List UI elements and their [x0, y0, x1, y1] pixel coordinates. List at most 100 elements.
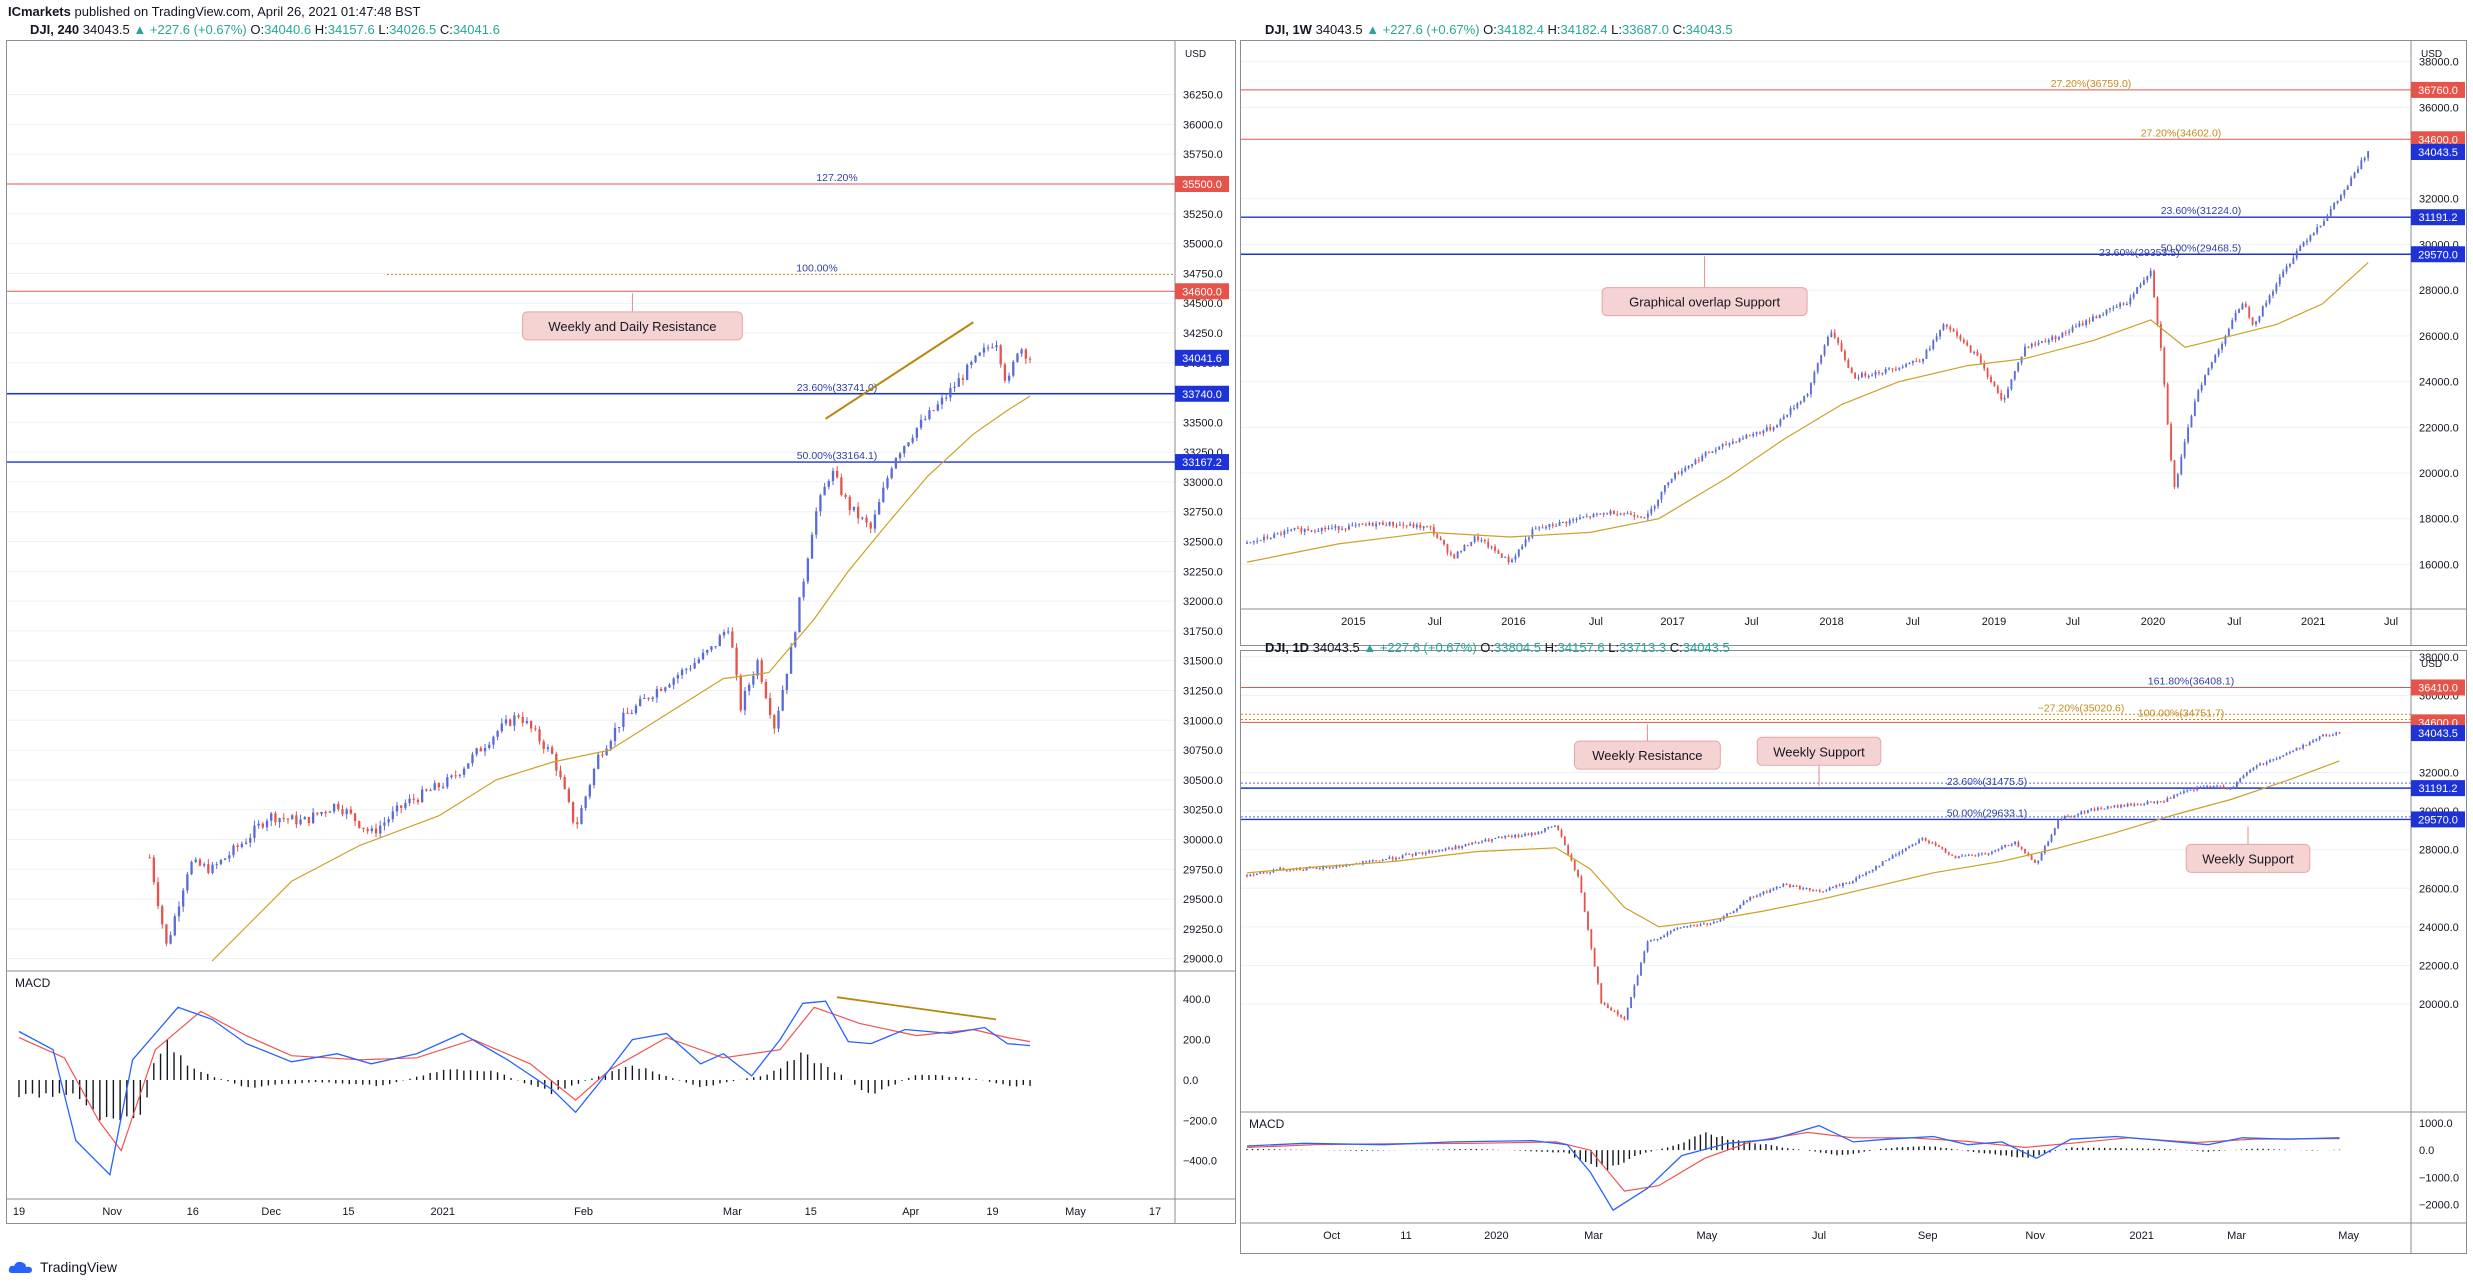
y-tick-label: 36000.0	[2419, 102, 2459, 114]
candle-body	[2189, 789, 2192, 791]
candle-body	[253, 825, 256, 838]
candle-body	[1460, 550, 1462, 552]
candle-body	[2179, 793, 2182, 795]
candle-body	[2229, 788, 2232, 790]
candle-body	[1351, 524, 1354, 526]
candle-body	[2210, 362, 2213, 369]
candle-body	[991, 347, 994, 349]
candle-body	[1269, 872, 1272, 874]
candle-body	[1545, 527, 1547, 529]
x-tick-label: 2016	[1501, 616, 1525, 628]
candle-body	[295, 815, 298, 825]
candle-body	[945, 397, 948, 399]
y-tick-label: 36000.0	[1183, 119, 1223, 131]
candle-body	[1706, 923, 1709, 925]
candle-body	[1434, 850, 1437, 853]
price-badge-label: 34600.0	[2418, 134, 2458, 146]
low-value: 33713.3	[1619, 640, 1667, 655]
candle-body	[1669, 931, 1672, 933]
chart-panel-1d[interactable]: 38000.036000.032000.030000.028000.026000…	[1240, 650, 2467, 1254]
candle-body	[609, 741, 612, 749]
candle-body	[194, 859, 197, 862]
candle-body	[1595, 513, 1598, 515]
publisher-line: ICmarkets published on TradingView.com, …	[8, 4, 420, 19]
candle-body	[1507, 835, 1510, 837]
candle-body	[2100, 807, 2103, 809]
candle-body	[2323, 220, 2325, 226]
chart-svg-1d[interactable]: 38000.036000.032000.030000.028000.026000…	[1241, 651, 2466, 1253]
candle-body	[1755, 895, 1758, 897]
fib-label: 23.60%(31224.0)	[2161, 205, 2242, 217]
fib-label: 100.00%(34751.7)	[2138, 707, 2224, 719]
candle-body	[1708, 452, 1710, 454]
candle-body	[1702, 923, 1705, 925]
candle-body	[1677, 472, 1680, 474]
candle-body	[768, 698, 772, 716]
candle-body	[1338, 865, 1341, 867]
candle-body	[1381, 859, 1384, 861]
high-value: 34157.6	[327, 22, 375, 37]
chart-panel-240[interactable]: 36250.0 36000.0 35750.0 35250.0 35000.0 34750…	[6, 40, 1236, 1224]
y-tick-label: 31500.0	[1183, 656, 1223, 668]
candle-body	[1776, 425, 1778, 428]
candle-body	[1265, 872, 1268, 874]
candle-body	[852, 506, 856, 511]
candle-body	[1555, 525, 1558, 527]
candle-body	[1808, 888, 1811, 891]
candle-body	[1414, 852, 1417, 856]
candle-body	[1385, 858, 1387, 860]
candle-body	[907, 442, 910, 447]
candle-body	[1640, 516, 1643, 518]
candle-body	[1246, 874, 1248, 877]
candle-body	[1330, 527, 1333, 529]
candle-body	[2159, 323, 2162, 348]
candle-body	[429, 790, 432, 792]
tradingview-footer[interactable]: TradingView	[8, 1259, 117, 1275]
candle-body	[2017, 362, 2020, 372]
candle-body	[1646, 513, 1649, 518]
chart-panel-1w[interactable]: 38000.0 36000.0 32000.0 30000.0 28000.0 26000…	[1240, 40, 2467, 646]
candle-body	[471, 754, 474, 764]
candle-body	[509, 719, 512, 726]
chart-svg-1w[interactable]: 38000.036000.032000.030000.028000.026000…	[1241, 41, 2466, 645]
candle-body	[2292, 258, 2295, 265]
candle-body	[1974, 855, 1977, 857]
candle-body	[1795, 885, 1798, 887]
candle-body	[1354, 524, 1357, 526]
x-tick-label: 19	[986, 1206, 998, 1218]
candle-body	[2073, 815, 2076, 817]
candle-body	[1480, 539, 1483, 541]
candle-body	[2143, 804, 2146, 806]
candle-body	[894, 458, 898, 469]
candle-body	[1395, 858, 1397, 860]
candle-body	[1752, 434, 1755, 436]
candle-body	[1850, 367, 1853, 374]
candle-body	[1735, 441, 1738, 443]
low-value: 33687.0	[1622, 22, 1669, 37]
candle-body	[638, 698, 642, 706]
candle-body	[1307, 528, 1310, 531]
candle-body	[1959, 335, 1962, 340]
candle-body	[1534, 833, 1536, 835]
candle-body	[1454, 845, 1457, 850]
candle-body	[324, 812, 327, 814]
candle-body	[1676, 928, 1679, 930]
candle-body	[2136, 804, 2139, 806]
callout-box	[2185, 843, 2311, 873]
candle-body	[2288, 752, 2291, 754]
close-value: 34043.5	[1682, 640, 1730, 655]
price-badge-label: 35500.0	[1182, 179, 1222, 191]
price-badge	[1175, 283, 1229, 300]
candle-body	[1812, 890, 1815, 892]
chart-svg-240[interactable]: 36250.0 36000.0 35750.0 35250.0 35000.0 34750…	[7, 41, 1235, 1223]
candle-body	[496, 731, 499, 737]
candle-body	[2333, 203, 2336, 210]
candle-body	[2312, 740, 2314, 743]
candle-body	[1405, 525, 1408, 527]
y-tick-label: 35750.0	[1183, 149, 1223, 161]
candle-body	[1537, 832, 1540, 835]
candle-body	[718, 635, 721, 647]
candle-body	[1755, 432, 1758, 435]
x-tick-label: Feb	[574, 1206, 593, 1218]
l-label: L:	[1608, 640, 1620, 655]
